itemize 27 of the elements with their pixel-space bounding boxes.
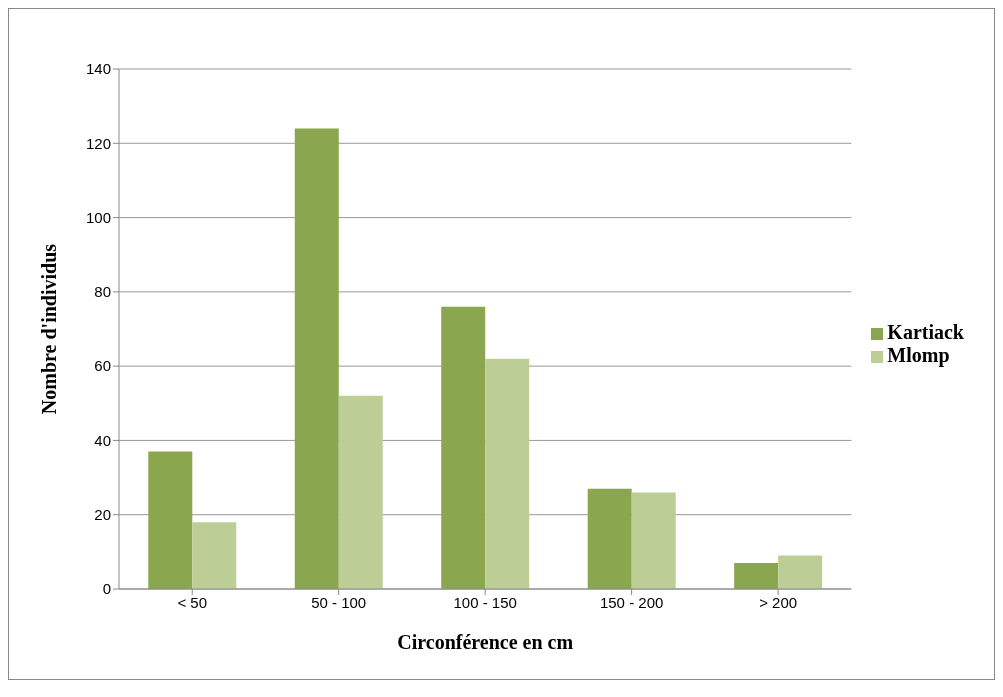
x-tick-label: 100 - 150 xyxy=(453,593,517,611)
x-axis-title: Circonférence en cm xyxy=(397,631,574,653)
bar xyxy=(734,563,779,589)
y-tick-label: 60 xyxy=(94,357,111,375)
y-tick-label: 100 xyxy=(85,208,111,226)
x-tick-label: 150 - 200 xyxy=(599,593,664,611)
x-tick-label: < 50 xyxy=(177,593,208,611)
bar xyxy=(631,492,676,589)
bar xyxy=(294,128,339,589)
y-tick-label: 80 xyxy=(94,283,111,301)
bar xyxy=(485,358,530,589)
x-tick-label: 50 - 100 xyxy=(311,593,367,611)
bar xyxy=(192,522,237,589)
x-tick-label: > 200 xyxy=(759,593,798,611)
legend-label: Kartiack xyxy=(887,321,964,343)
legend-label: Mlomp xyxy=(887,344,950,366)
bar xyxy=(778,555,823,589)
y-tick-label: 40 xyxy=(94,431,111,449)
y-tick-label: 0 xyxy=(102,580,111,598)
y-tick-label: 20 xyxy=(94,506,111,524)
bar xyxy=(338,395,383,589)
y-axis-title: Nombre d'individus xyxy=(38,243,61,415)
bar xyxy=(148,451,193,589)
bar xyxy=(441,306,486,589)
bar xyxy=(587,488,632,589)
y-tick-label: 120 xyxy=(85,134,111,152)
y-tick-label: 140 xyxy=(85,60,111,78)
